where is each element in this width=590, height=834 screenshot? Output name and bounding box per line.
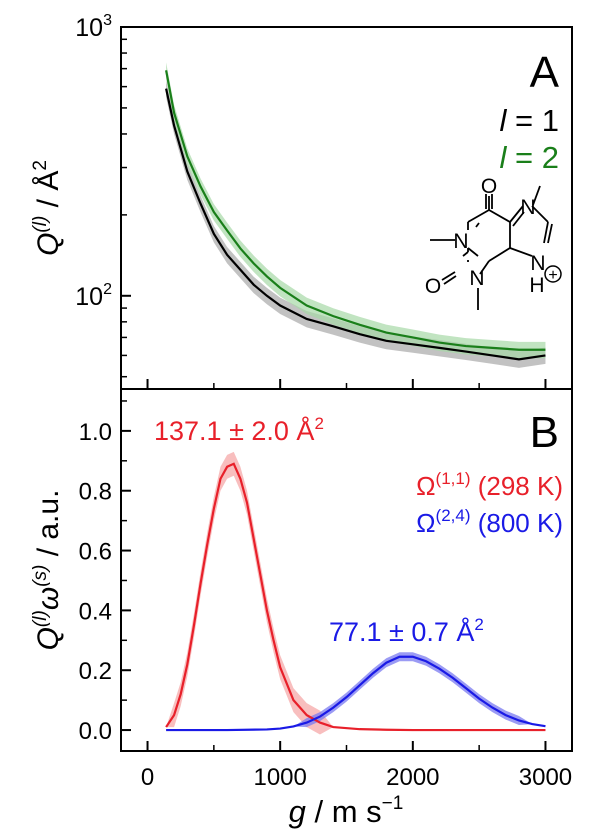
panel-a-band-1: [166, 80, 546, 368]
legend-l1: l = 1: [500, 103, 559, 138]
panel-a: 102 103 A l = 1 l = 2: [30, 12, 573, 390]
annotation-red: 137.1 ± 2.0 Å2: [154, 414, 324, 446]
molecule-structure: [430, 185, 553, 310]
charge-sign: +: [548, 267, 557, 284]
panel-b-y-tick-label-6: 1.0: [79, 419, 112, 446]
panel-b-y-tick-label-1: 0.0: [79, 718, 112, 745]
x-tick-label-1: 0: [141, 764, 154, 791]
panel-b-y-axis-label: Q(l)ω(s) / a.u.: [30, 490, 65, 651]
legend-omega-11: Ω(1,1) (298 K): [416, 469, 563, 501]
legend-l2: l = 2: [500, 140, 559, 175]
panel-a-y-axis-label: Q(l) / Å2: [30, 160, 65, 256]
x-tick-label-3: 2000: [386, 764, 439, 791]
panel-b-x-ticks: 0 1000 2000 3000: [141, 379, 572, 791]
x-axis-label: g / m s−1: [289, 793, 404, 829]
atom-h: H: [529, 274, 544, 297]
panel-b-y-tick-label-3: 0.4: [79, 598, 112, 625]
positive-charge-icon: [544, 265, 562, 283]
atom-o-top: O: [481, 175, 497, 198]
panel-a-label: A: [530, 48, 560, 97]
panel-b-line-1: [165, 462, 546, 732]
x-tick-label-2: 1000: [253, 764, 306, 791]
x-tick-label-4: 3000: [519, 764, 572, 791]
panel-b: 0.0 0.2 0.4 0.6 0.8 1.0 0 1000 2000 3000 B 137.1…: [30, 379, 573, 829]
panel-b-label: B: [530, 408, 559, 457]
panel-b-y-tick-label-4: 0.6: [79, 539, 112, 566]
panel-b-series-lines: [165, 462, 546, 732]
panel-b-line-2: [166, 655, 546, 732]
atom-o-bottom: O: [425, 275, 441, 298]
atom-n-bottom: N: [469, 267, 484, 290]
panel-a-line-1: [165, 88, 546, 361]
atom-n-left: N: [453, 230, 468, 253]
panel-b-band-2: [166, 652, 546, 731]
molecule-atoms: O N N O N N H +: [425, 175, 562, 298]
panel-b-confidence-bands: [166, 451, 546, 735]
atom-n-right: N: [530, 252, 545, 275]
panel-b-y-tick-label-2: 0.2: [79, 658, 112, 685]
panel-b-y-ticks: 0.0 0.2 0.4 0.6 0.8 1.0: [79, 400, 131, 745]
panel-a-y-tick-label-2: 103: [75, 12, 112, 42]
panel-b-y-tick-label-5: 0.8: [79, 479, 112, 506]
panel-a-series-lines: [165, 70, 546, 361]
atom-n-top-right: N: [520, 196, 535, 219]
panel-a-y-tick-label-1: 102: [75, 281, 112, 311]
panel-a-confidence-bands: [166, 62, 546, 368]
legend-omega-24: Ω(2,4) (800 K): [416, 506, 563, 538]
panel-a-line-2: [165, 70, 546, 351]
annotation-blue: 77.1 ± 0.7 Å2: [329, 615, 484, 647]
panel-a-y-ticks: 102 103: [75, 12, 131, 378]
